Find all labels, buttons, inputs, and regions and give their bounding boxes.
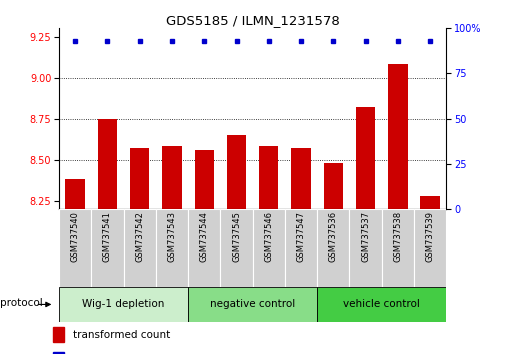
Bar [388,64,407,209]
Bar [97,119,117,209]
FancyBboxPatch shape [124,209,156,287]
Text: GSM737547: GSM737547 [297,211,306,262]
Bar [356,107,376,209]
Text: GSM737544: GSM737544 [200,211,209,262]
Text: GSM737542: GSM737542 [135,211,144,262]
Bar [194,150,214,209]
Text: GSM737541: GSM737541 [103,211,112,262]
Text: GSM737545: GSM737545 [232,211,241,262]
Text: GSM737538: GSM737538 [393,211,402,262]
FancyBboxPatch shape [156,209,188,287]
Bar [259,147,279,209]
Bar [421,196,440,209]
Text: GSM737537: GSM737537 [361,211,370,262]
Bar [291,148,311,209]
FancyBboxPatch shape [59,287,188,322]
Title: GDS5185 / ILMN_1231578: GDS5185 / ILMN_1231578 [166,14,340,27]
Text: GSM737543: GSM737543 [167,211,176,262]
Text: protocol: protocol [0,298,43,308]
FancyBboxPatch shape [59,209,91,287]
Text: GSM737540: GSM737540 [71,211,80,262]
Text: GSM737546: GSM737546 [264,211,273,262]
Text: transformed count: transformed count [73,330,170,339]
FancyBboxPatch shape [317,287,446,322]
Bar [66,179,85,209]
Text: vehicle control: vehicle control [343,299,420,309]
FancyBboxPatch shape [91,209,124,287]
Text: GSM737536: GSM737536 [329,211,338,262]
Bar [227,135,246,209]
FancyBboxPatch shape [414,209,446,287]
Bar [162,147,182,209]
Text: negative control: negative control [210,299,295,309]
Text: GSM737539: GSM737539 [426,211,435,262]
FancyBboxPatch shape [188,209,221,287]
FancyBboxPatch shape [349,209,382,287]
Bar [324,163,343,209]
FancyBboxPatch shape [188,287,317,322]
Bar [53,327,64,342]
FancyBboxPatch shape [221,209,252,287]
FancyBboxPatch shape [317,209,349,287]
FancyBboxPatch shape [382,209,414,287]
Bar [130,148,149,209]
FancyBboxPatch shape [252,209,285,287]
FancyBboxPatch shape [285,209,317,287]
Text: Wig-1 depletion: Wig-1 depletion [83,299,165,309]
Bar [53,352,64,354]
